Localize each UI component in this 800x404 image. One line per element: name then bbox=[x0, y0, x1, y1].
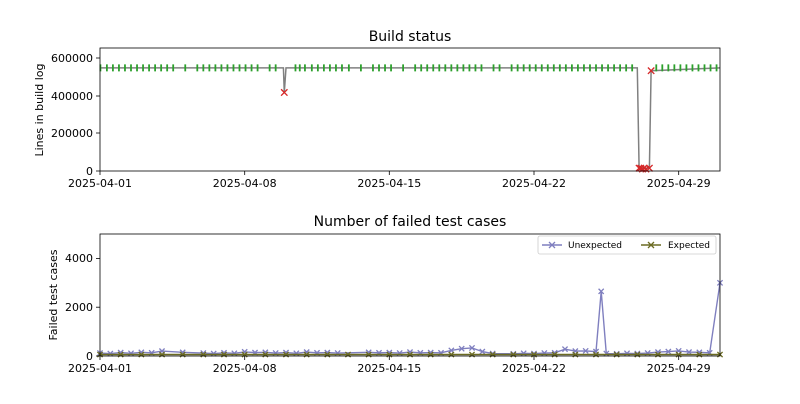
x-tick-label: 2025-04-15 bbox=[357, 362, 421, 375]
y-tick-label: 0 bbox=[86, 165, 93, 178]
data-point-unexpected bbox=[458, 345, 465, 352]
x-marker-icon bbox=[647, 241, 655, 249]
data-point-unexpected bbox=[634, 350, 641, 357]
data-point-unexpected bbox=[603, 350, 610, 357]
chart-title: Build status bbox=[369, 29, 452, 45]
data-point-unexpected bbox=[582, 347, 589, 354]
y-axis-label: Lines in build log bbox=[33, 64, 46, 157]
y-tick-label: 400000 bbox=[51, 90, 93, 103]
x-tick-label: 2025-04-01 bbox=[68, 177, 132, 190]
legend-box bbox=[537, 235, 717, 255]
x-tick-label: 2025-04-22 bbox=[502, 177, 566, 190]
failed-tests-chart: Number of failed test cases Failed test … bbox=[47, 214, 724, 375]
data-point-unexpected bbox=[210, 350, 217, 357]
x-tick-label: 2025-04-01 bbox=[68, 362, 132, 375]
x-tick-label: 2025-04-29 bbox=[647, 177, 711, 190]
data-point-unexpected bbox=[561, 346, 569, 353]
failure-marker bbox=[280, 88, 288, 97]
legend: Unexpected Expected bbox=[537, 235, 717, 255]
build-status-chart: Build status Lines in build log 0 200000… bbox=[33, 29, 721, 190]
legend-entry-unexpected: Unexpected bbox=[542, 241, 622, 251]
x-marker-icon bbox=[548, 241, 556, 249]
data-point-unexpected bbox=[479, 348, 486, 355]
plot-area bbox=[99, 64, 721, 173]
data-point-unexpected bbox=[665, 348, 672, 355]
axes-frame bbox=[99, 47, 721, 172]
x-tick-label: 2025-04-22 bbox=[502, 362, 566, 375]
x-axis: 2025-04-01 2025-04-08 2025-04-15 2025-04… bbox=[68, 171, 711, 190]
data-point-unexpected bbox=[468, 344, 476, 352]
data-point-unexpected bbox=[598, 288, 605, 295]
legend-label: Expected bbox=[668, 241, 710, 251]
data-point-unexpected bbox=[530, 350, 538, 357]
y-axis: 0 2000 4000 bbox=[65, 252, 100, 363]
y-tick-label: 2000 bbox=[65, 301, 93, 314]
y-tick-label: 600000 bbox=[51, 52, 93, 65]
y-tick-label: 0 bbox=[86, 350, 93, 363]
y-axis-label: Failed test cases bbox=[47, 249, 60, 340]
legend-label: Unexpected bbox=[568, 241, 622, 251]
failure-marker bbox=[645, 164, 654, 172]
legend-entry-expected: Expected bbox=[641, 241, 710, 251]
data-point-unexpected bbox=[489, 350, 496, 357]
x-tick-label: 2025-04-15 bbox=[357, 177, 421, 190]
failure-marker bbox=[647, 67, 655, 75]
x-axis: 2025-04-01 2025-04-08 2025-04-15 2025-04… bbox=[68, 356, 711, 375]
x-tick-label: 2025-04-08 bbox=[213, 362, 277, 375]
x-tick-label: 2025-04-08 bbox=[213, 177, 277, 190]
x-tick-label: 2025-04-29 bbox=[647, 362, 711, 375]
chart-title: Number of failed test cases bbox=[314, 214, 507, 230]
data-point-unexpected bbox=[107, 350, 114, 357]
axes-frame bbox=[99, 233, 721, 357]
y-axis: 0 200000 400000 600000 bbox=[51, 52, 100, 178]
y-tick-label: 200000 bbox=[51, 127, 93, 140]
y-tick-label: 4000 bbox=[65, 252, 93, 265]
